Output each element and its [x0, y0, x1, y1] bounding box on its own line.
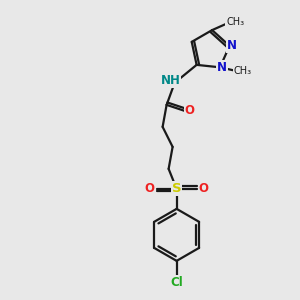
Text: CH₃: CH₃ — [226, 17, 244, 27]
Text: CH₃: CH₃ — [234, 66, 252, 76]
Text: Cl: Cl — [170, 276, 183, 290]
Text: O: O — [145, 182, 154, 195]
Text: O: O — [184, 104, 195, 117]
Text: NH: NH — [161, 74, 181, 87]
Text: N: N — [217, 61, 227, 74]
Text: N: N — [226, 39, 237, 52]
Text: S: S — [172, 182, 182, 195]
Text: O: O — [199, 182, 208, 195]
